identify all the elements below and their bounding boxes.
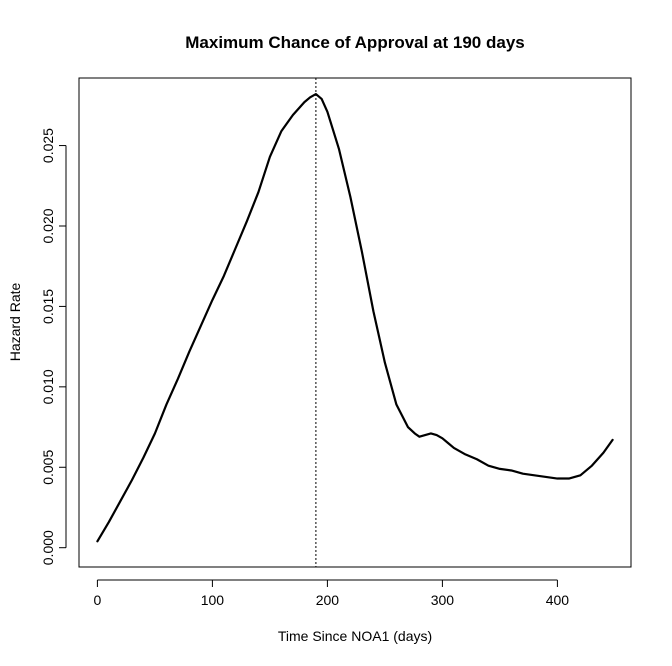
data-point [350,196,352,198]
data-point [281,130,283,132]
data-point [557,478,559,480]
data-point [453,447,455,449]
data-point [246,220,248,222]
x-tick-label: 300 [431,592,455,608]
data-point [315,93,317,95]
data-point [603,452,605,454]
data-point [143,457,145,459]
data-point [108,521,110,523]
data-point [258,191,260,193]
data-point [580,475,582,477]
data-point [396,404,398,406]
data-point [292,114,294,116]
data-point [321,98,323,100]
x-tick-label: 0 [94,592,102,608]
x-axis-label: Time Since NOA1 (days) [278,628,432,644]
x-tick-label: 200 [316,592,340,608]
y-axis-label: Hazard Rate [7,282,23,361]
data-point [223,275,225,277]
data-point [407,426,409,428]
data-point [436,434,438,436]
data-point [189,351,191,353]
data-point [430,433,432,435]
data-point [235,248,237,250]
data-point [488,465,490,467]
data-point [120,500,122,502]
y-tick-label: 0.010 [40,369,56,404]
chart-title: Maximum Chance of Approval at 190 days [185,33,524,52]
data-point [166,404,168,406]
data-point [568,478,570,480]
data-point [200,325,202,327]
x-tick-label: 100 [201,592,225,608]
data-point [612,439,614,441]
data-point [424,434,426,436]
x-tick-label: 400 [546,592,570,608]
hazard-rate-line [96,92,614,543]
plot-frame [78,77,632,568]
data-point [131,479,133,481]
data-point [361,251,363,253]
data-point [522,473,524,475]
data-point [304,101,306,103]
y-tick-label: 0.005 [40,450,56,485]
y-axis: 0.000 0.005 0.010 0.015 0.020 0.025 [40,128,67,565]
data-point [309,97,311,99]
y-tick-label: 0.020 [40,208,56,243]
data-point [212,299,214,301]
data-point [384,362,386,364]
data-point [534,475,536,477]
data-point [154,433,156,435]
data-point [591,465,593,467]
data-point [545,476,547,478]
y-tick-label: 0.000 [40,530,56,565]
data-point [419,436,421,438]
data-point [511,470,513,472]
data-point [338,148,340,150]
data-point [97,540,99,542]
x-axis: 0 100 200 300 400 [94,579,570,608]
data-point [269,156,271,158]
data-point [414,433,416,435]
data-point [447,442,449,444]
data-point [373,310,375,312]
data-point [442,438,444,440]
y-tick-label: 0.025 [40,128,56,163]
y-tick-label: 0.015 [40,289,56,324]
data-point [327,111,329,113]
data-point [499,468,501,470]
data-point [177,378,179,380]
data-point [465,454,467,456]
data-point [476,458,478,460]
